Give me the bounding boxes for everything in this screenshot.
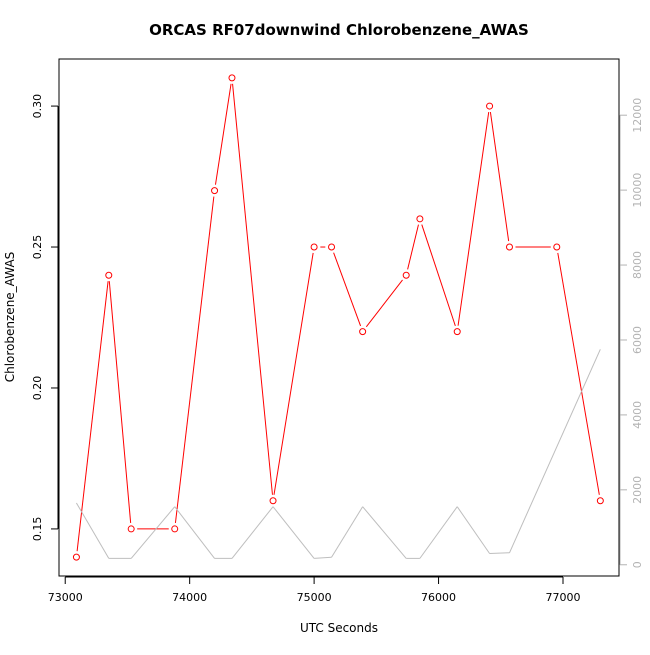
axes-layer: 73000 74000 75000 76000 77000 0.15 0.20 0.25 0.3… <box>31 94 644 604</box>
x-tick-label: 75000 <box>297 591 332 604</box>
series-0-point <box>211 187 219 195</box>
series-0-point <box>453 328 461 336</box>
series-1-segment <box>75 502 110 559</box>
series-0-segment <box>557 252 600 495</box>
series-0-point <box>505 243 513 251</box>
series-0-segment <box>489 111 510 242</box>
x-tick-label: 77000 <box>546 591 581 604</box>
series-1-segment <box>314 556 332 559</box>
y-tick-label: 0.15 <box>31 517 44 542</box>
series-0-point <box>310 243 318 251</box>
y2-tick-label: 12000 <box>631 98 644 133</box>
series-1-segment <box>130 506 176 559</box>
series-1-segment <box>231 506 274 559</box>
y-axis-label: Chlorobenzene_AWAS <box>3 252 17 383</box>
series-0-segment <box>457 111 490 326</box>
series-0-segment <box>333 252 362 327</box>
series-0-segment <box>214 83 232 185</box>
series-0-point <box>171 525 179 533</box>
series-0-segment <box>407 224 419 270</box>
series-1-segment <box>362 506 407 559</box>
y2-tick-label: 2000 <box>631 476 644 504</box>
x-tick-label: 76000 <box>421 591 456 604</box>
x-axis-label: UTC Seconds <box>300 621 378 635</box>
series-0-segment <box>108 281 132 523</box>
series-0-point <box>105 271 113 279</box>
series-0-point <box>416 215 424 223</box>
series-0-point <box>359 328 367 336</box>
series-1-segment <box>174 506 215 559</box>
y2-tick-label: 10000 <box>631 173 644 208</box>
series-0-segment <box>174 196 215 524</box>
series-0-segment <box>421 224 456 327</box>
series-0-segment <box>273 252 314 495</box>
y-tick-label: 0.25 <box>31 235 44 260</box>
series-0-point <box>596 497 604 505</box>
series-0-segment <box>365 279 403 328</box>
x-tick-label: 73000 <box>48 591 83 604</box>
y2-tick-label: 8000 <box>631 251 644 279</box>
series-1-segment <box>419 506 458 559</box>
plot-frame <box>58 58 620 577</box>
series-0-point <box>402 271 410 279</box>
series-layer <box>72 74 604 561</box>
series-0-point <box>328 243 336 251</box>
series-1-segment <box>509 349 601 553</box>
series-1-segment <box>456 506 490 554</box>
chart-title: ORCAS RF07downwind Chlorobenzene_AWAS <box>149 21 529 39</box>
y2-tick-label: 6000 <box>631 326 644 354</box>
y2-tick-label: 4000 <box>631 401 644 429</box>
series-0-segment <box>232 83 273 495</box>
series-0-point <box>553 243 561 251</box>
series-1-segment <box>331 506 364 558</box>
series-0-segment <box>76 281 109 552</box>
series-0-point <box>127 525 135 533</box>
series-0-point <box>228 74 236 82</box>
series-0-point <box>269 497 277 505</box>
series-0-point <box>72 553 80 561</box>
y-tick-label: 0.20 <box>31 376 44 401</box>
series-1-segment <box>489 552 510 555</box>
series-1-segment <box>272 506 315 559</box>
x-tick-label: 74000 <box>172 591 207 604</box>
y2-tick-label: 0 <box>631 561 644 568</box>
series-0-point <box>486 102 494 110</box>
y-tick-label: 0.30 <box>31 94 44 119</box>
